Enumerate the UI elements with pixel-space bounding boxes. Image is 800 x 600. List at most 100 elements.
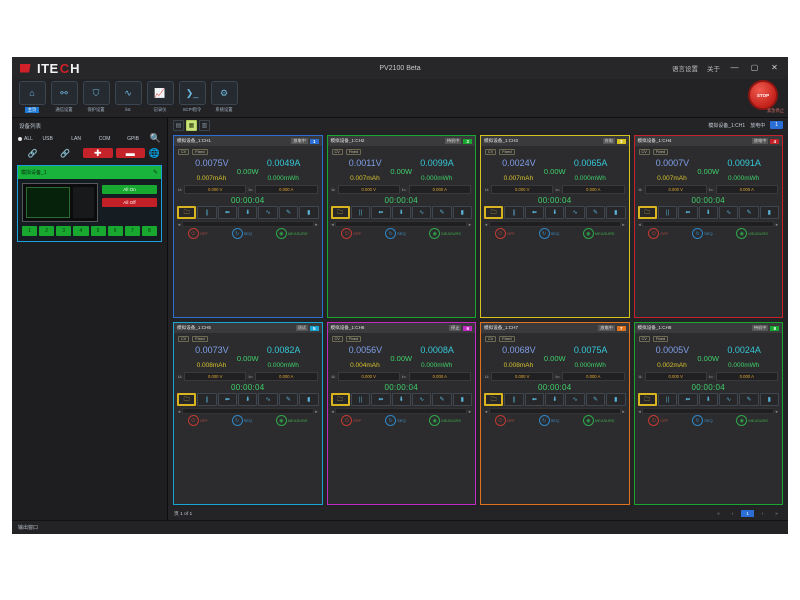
scroll-left-icon[interactable]: ◄ bbox=[637, 221, 642, 227]
channel-card[interactable]: 模拟设备_1:CH5 测试 5 CV Fixed 0.0073V 0.0082A 0.00W 0… bbox=[173, 322, 323, 505]
channel-card[interactable]: 模拟设备_1:CH7 放电中 7 CV Fixed 0.0068V 0.0075A 0.00W… bbox=[480, 322, 630, 505]
channel-button-8[interactable]: 8 bbox=[141, 226, 157, 236]
channel-button-3[interactable]: 3 bbox=[56, 226, 72, 236]
edit-icon[interactable]: ✎ bbox=[739, 393, 759, 406]
card-scrollbar[interactable]: ◄ ► bbox=[481, 219, 629, 227]
scroll-track[interactable] bbox=[642, 221, 775, 227]
edit-icon[interactable]: ✎ bbox=[278, 393, 299, 406]
scroll-track[interactable] bbox=[642, 408, 775, 414]
nav-item-4[interactable]: 📈 记录仪 bbox=[144, 79, 176, 113]
network-button[interactable]: 🌐 bbox=[148, 148, 161, 158]
scroll-right-icon[interactable]: ► bbox=[468, 221, 472, 227]
folder-icon[interactable]: 🗀 bbox=[177, 393, 197, 406]
charge-icon[interactable]: ⬅ bbox=[217, 206, 238, 219]
charge-icon[interactable]: ⬅ bbox=[678, 393, 698, 406]
channel-button-2[interactable]: 2 bbox=[39, 226, 55, 236]
nav-item-5[interactable]: ❯_ SCPI指令 bbox=[176, 79, 208, 113]
voltage-setpoint-input[interactable]: 0.000 V bbox=[644, 372, 707, 381]
charge-icon[interactable]: ⬅ bbox=[524, 206, 545, 219]
pause-icon[interactable]: || bbox=[504, 206, 524, 219]
power-off-button[interactable]: ⏻ OFF bbox=[648, 228, 668, 239]
grid-view-button[interactable]: ▦ bbox=[186, 119, 197, 131]
current-setpoint-input[interactable]: 0.000 A bbox=[715, 185, 778, 194]
sequence-button[interactable]: ↻ SEQ bbox=[385, 415, 406, 426]
channel-card[interactable]: 模拟设备_1:CH3 充电 3 CV Fixed 0.0024V 0.0065A 0.00W 0… bbox=[480, 135, 630, 318]
channel-button-1[interactable]: 1 bbox=[22, 226, 38, 236]
battery-icon[interactable]: ▮ bbox=[759, 206, 780, 219]
power-off-button[interactable]: ⏻ OFF bbox=[341, 228, 361, 239]
menu-about[interactable]: 关于 bbox=[707, 66, 720, 73]
current-setpoint-input[interactable]: 0.000 A bbox=[562, 185, 625, 194]
connect-button[interactable]: 🔗 bbox=[18, 148, 48, 158]
discharge-icon[interactable]: ⬇ bbox=[698, 206, 718, 219]
discharge-icon[interactable]: ⬇ bbox=[545, 393, 565, 406]
discharge-icon[interactable]: ⬇ bbox=[545, 206, 565, 219]
scroll-track[interactable] bbox=[181, 221, 314, 227]
discharge-icon[interactable]: ⬇ bbox=[391, 393, 411, 406]
measure-button[interactable]: ◉ MEASURE bbox=[582, 228, 615, 239]
pause-icon[interactable]: || bbox=[657, 206, 678, 219]
edit-icon[interactable]: ✎ bbox=[152, 170, 158, 176]
measure-button[interactable]: ◉ MEASURE bbox=[582, 415, 615, 426]
remove-button[interactable]: ▬ bbox=[115, 148, 145, 158]
emergency-stop-button[interactable]: STOP bbox=[748, 80, 778, 110]
voltage-setpoint-input[interactable]: 0.000 V bbox=[491, 372, 554, 381]
battery-icon[interactable]: ▮ bbox=[299, 393, 319, 406]
scroll-track[interactable] bbox=[335, 221, 468, 227]
pause-icon[interactable]: || bbox=[657, 393, 678, 406]
sequence-button[interactable]: ↻ SEQ bbox=[231, 228, 252, 239]
current-setpoint-input[interactable]: 0.000 A bbox=[715, 372, 778, 381]
scroll-track[interactable] bbox=[488, 221, 621, 227]
discharge-icon[interactable]: ⬇ bbox=[698, 393, 718, 406]
scroll-right-icon[interactable]: ► bbox=[621, 408, 626, 414]
nav-item-2[interactable]: ⛉ 保护设置 bbox=[80, 79, 112, 113]
pause-icon[interactable]: || bbox=[350, 206, 371, 219]
channel-button-6[interactable]: 6 bbox=[107, 226, 123, 236]
card-scrollbar[interactable]: ◄ ► bbox=[174, 406, 322, 414]
channel-card[interactable]: 模拟设备_1:CH8 待机中 8 CV Fixed 0.0005V 0.0024A 0.00W… bbox=[633, 322, 783, 505]
page-prev-button[interactable]: ‹ bbox=[731, 511, 734, 516]
menu-language[interactable]: 语言设置 bbox=[672, 66, 698, 73]
folder-icon[interactable]: 🗀 bbox=[484, 393, 504, 406]
power-off-button[interactable]: ⏻ OFF bbox=[341, 415, 361, 426]
card-scrollbar[interactable]: ◄ ► bbox=[328, 219, 476, 227]
channel-card[interactable]: 模拟设备_1:CH4 放电中 4 CV Fixed 0.0007V 0.0091A 0.00W… bbox=[633, 135, 783, 318]
scroll-track[interactable] bbox=[181, 408, 314, 414]
discharge-icon[interactable]: ⬇ bbox=[238, 393, 258, 406]
battery-icon[interactable]: ▮ bbox=[759, 393, 780, 406]
split-view-button[interactable]: ▥ bbox=[199, 119, 210, 131]
disconnect-button[interactable]: 🔗 bbox=[51, 148, 81, 158]
current-setpoint-input[interactable]: 0.000 A bbox=[255, 372, 318, 381]
filter-radio-all[interactable]: ALL bbox=[18, 136, 33, 142]
charge-icon[interactable]: ⬅ bbox=[678, 206, 698, 219]
filter-com[interactable]: COM bbox=[98, 135, 111, 142]
scroll-left-icon[interactable]: ◄ bbox=[177, 221, 181, 227]
voltage-setpoint-input[interactable]: 0.000 V bbox=[184, 372, 247, 381]
filter-usb[interactable]: USB bbox=[42, 135, 53, 142]
card-scrollbar[interactable]: ◄ ► bbox=[328, 406, 476, 414]
power-off-button[interactable]: ⏻ OFF bbox=[187, 415, 208, 426]
sequence-button[interactable]: ↻ SEQ bbox=[538, 415, 559, 426]
edit-icon[interactable]: ✎ bbox=[278, 206, 299, 219]
card-scrollbar[interactable]: ◄ ► bbox=[481, 406, 629, 414]
measure-button[interactable]: ◉ MEASURE bbox=[429, 415, 461, 426]
page-next-button[interactable]: › bbox=[761, 511, 764, 516]
discharge-icon[interactable]: ⬇ bbox=[238, 206, 258, 219]
folder-icon[interactable]: 🗀 bbox=[637, 393, 657, 406]
scroll-left-icon[interactable]: ◄ bbox=[330, 408, 335, 414]
measure-button[interactable]: ◉ MEASURE bbox=[429, 228, 461, 239]
scroll-right-icon[interactable]: ► bbox=[314, 408, 319, 414]
power-off-button[interactable]: ⏻ OFF bbox=[648, 415, 668, 426]
minimize-button[interactable]: — bbox=[730, 63, 739, 72]
scroll-right-icon[interactable]: ► bbox=[314, 221, 319, 227]
charge-icon[interactable]: ⬅ bbox=[217, 393, 238, 406]
sequence-button[interactable]: ↻ SEQ bbox=[231, 415, 252, 426]
page-first-button[interactable]: « bbox=[717, 511, 720, 516]
card-scrollbar[interactable]: ◄ ► bbox=[635, 406, 783, 414]
power-off-button[interactable]: ⏻ OFF bbox=[187, 228, 208, 239]
sequence-button[interactable]: ↻ SEQ bbox=[385, 228, 406, 239]
measure-button[interactable]: ◉ MEASURE bbox=[736, 415, 768, 426]
pause-icon[interactable]: || bbox=[350, 393, 371, 406]
channel-card[interactable]: 模拟设备_1:CH6 停止 6 CV Fixed 0.0056V 0.0008A 0.00W 0… bbox=[326, 322, 476, 505]
